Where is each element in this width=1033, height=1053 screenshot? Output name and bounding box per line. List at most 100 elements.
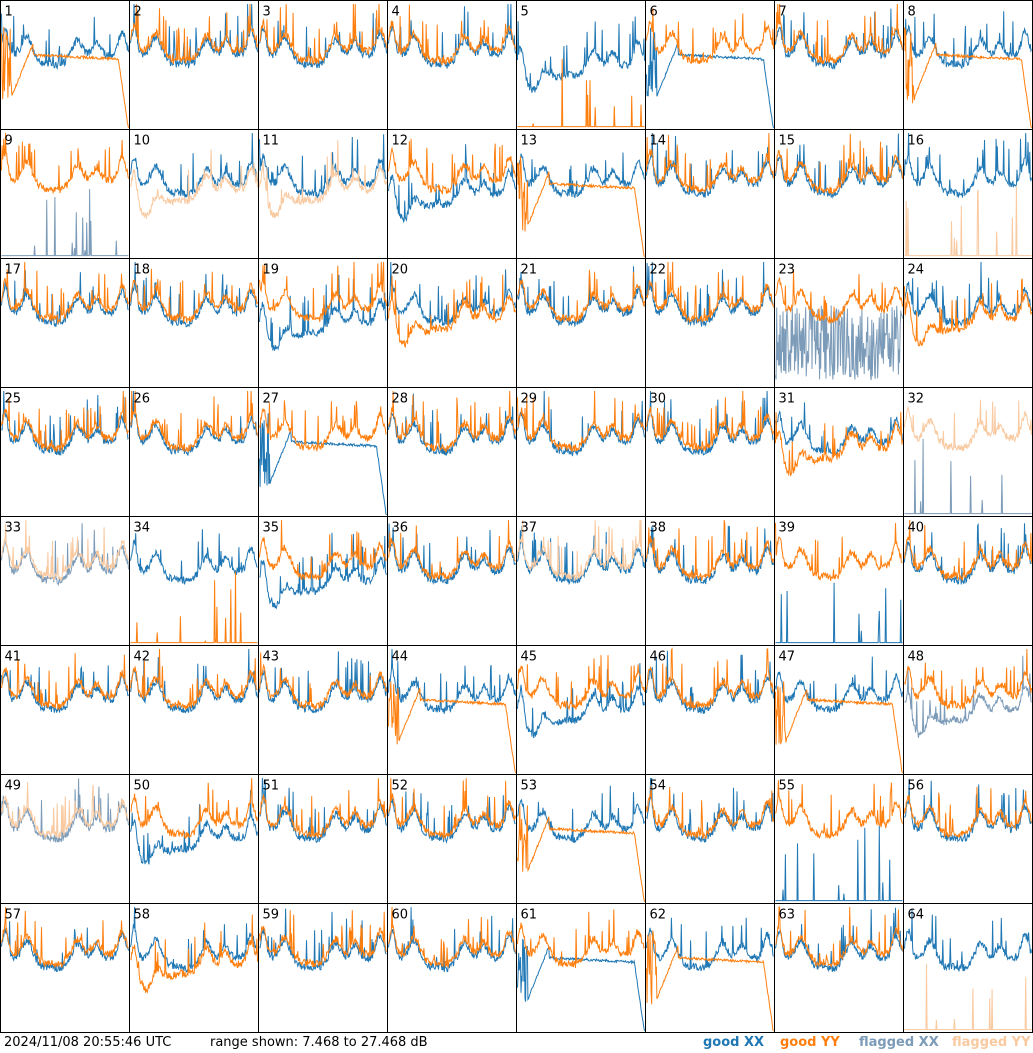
series-yy-21 [517, 269, 645, 323]
series-xx-56 [904, 778, 1032, 843]
series-yy-33 [1, 519, 129, 582]
panel-53: 53 [516, 774, 646, 904]
series-yy-34 [130, 571, 258, 644]
series-yy-3 [259, 3, 387, 65]
panel-20: 20 [387, 258, 517, 388]
panel-label: 42 [134, 650, 151, 665]
series-yy-10 [130, 149, 258, 219]
series-xx-8 [904, 11, 1032, 69]
panel-23: 23 [774, 258, 904, 388]
series-yy-58 [130, 914, 258, 994]
series-yy-57 [1, 906, 129, 969]
series-xx-32 [904, 438, 1032, 515]
panel-frame [774, 0, 904, 130]
series-yy-1 [1, 26, 129, 128]
series-xx-59 [259, 908, 387, 972]
series-xx-45 [517, 663, 645, 739]
panel-frame [645, 645, 775, 775]
panel-29: 29 [516, 387, 646, 517]
panel-label: 55 [779, 779, 796, 794]
footer: 2024/11/08 20:55:46 UTC range shown: 7.4… [0, 1033, 1033, 1053]
panel-4: 4 [387, 0, 517, 130]
panel-14: 14 [645, 129, 775, 259]
panel-label: 47 [779, 650, 796, 665]
series-yy-54 [646, 785, 774, 840]
series-xx-41 [1, 665, 129, 713]
panel-60: 60 [387, 903, 517, 1033]
panel-3: 3 [258, 0, 388, 130]
series-xx-28 [388, 393, 516, 456]
series-yy-22 [646, 261, 774, 324]
series-xx-2 [130, 3, 258, 69]
series-yy-61 [517, 909, 645, 969]
panel-frame [903, 516, 1033, 646]
panel-19: 19 [258, 258, 388, 388]
panel-frame [129, 258, 259, 388]
series-yy-51 [259, 778, 387, 840]
panel-label: 13 [521, 134, 538, 149]
panel-frame [903, 129, 1033, 259]
series-yy-45 [517, 655, 645, 711]
panel-label: 38 [650, 521, 667, 536]
timestamp: 2024/11/08 20:55:46 UTC [4, 1035, 172, 1050]
series-xx-35 [259, 532, 387, 610]
series-xx-61 [517, 938, 645, 1031]
panel-label: 58 [134, 908, 151, 923]
panel-frame [774, 129, 904, 259]
panel-59: 59 [258, 903, 388, 1033]
panel-label: 48 [908, 650, 925, 665]
series-xx-39 [775, 582, 903, 644]
panel-label: 31 [779, 392, 796, 407]
panel-frame [0, 774, 130, 904]
series-yy-19 [259, 261, 387, 323]
series-yy-24 [904, 278, 1032, 347]
panel-frame [774, 516, 904, 646]
series-xx-44 [388, 648, 516, 714]
series-yy-64 [904, 963, 1032, 1031]
series-yy-48 [904, 648, 1032, 711]
series-xx-13 [517, 152, 645, 199]
panel-label: 56 [908, 779, 925, 794]
panel-frame [516, 774, 646, 904]
panel-frame [258, 903, 388, 1033]
panel-label: 3 [263, 5, 271, 20]
series-xx-52 [388, 791, 516, 844]
series-yy-14 [646, 132, 774, 194]
panel-label: 40 [908, 521, 925, 536]
panel-frame [258, 645, 388, 775]
series-yy-41 [1, 653, 129, 710]
panel-label: 30 [650, 392, 667, 407]
panel-33: 33 [0, 516, 130, 646]
panel-label: 50 [134, 779, 151, 794]
range-shown: range shown: 7.468 to 27.468 dB [210, 1035, 428, 1050]
series-xx-53 [517, 785, 645, 844]
panel-30: 30 [645, 387, 775, 517]
panel-58: 58 [129, 903, 259, 1033]
panel-frame [387, 774, 517, 904]
panel-41: 41 [0, 645, 130, 775]
panel-5: 5 [516, 0, 646, 130]
series-yy-11 [259, 139, 387, 218]
panel-label: 7 [779, 5, 787, 20]
panel-label: 43 [263, 650, 280, 665]
panel-39: 39 [774, 516, 904, 646]
panel-label: 21 [521, 263, 538, 278]
panel-label: 15 [779, 134, 796, 149]
panel-label: 8 [908, 5, 916, 20]
panel-label: 26 [134, 392, 151, 407]
panel-2: 2 [129, 0, 259, 130]
panel-label: 28 [392, 392, 409, 407]
panel-42: 42 [129, 645, 259, 775]
series-yy-53 [517, 805, 645, 903]
panel-label: 11 [263, 134, 280, 149]
panel-frame [774, 387, 904, 517]
panel-22: 22 [645, 258, 775, 388]
panel-57: 57 [0, 903, 130, 1033]
panel-18: 18 [129, 258, 259, 388]
series-xx-34 [130, 529, 258, 585]
panel-label: 35 [263, 521, 280, 536]
series-yy-60 [388, 906, 516, 969]
series-yy-39 [775, 522, 903, 581]
panel-54: 54 [645, 774, 775, 904]
panel-label: 17 [5, 263, 22, 278]
